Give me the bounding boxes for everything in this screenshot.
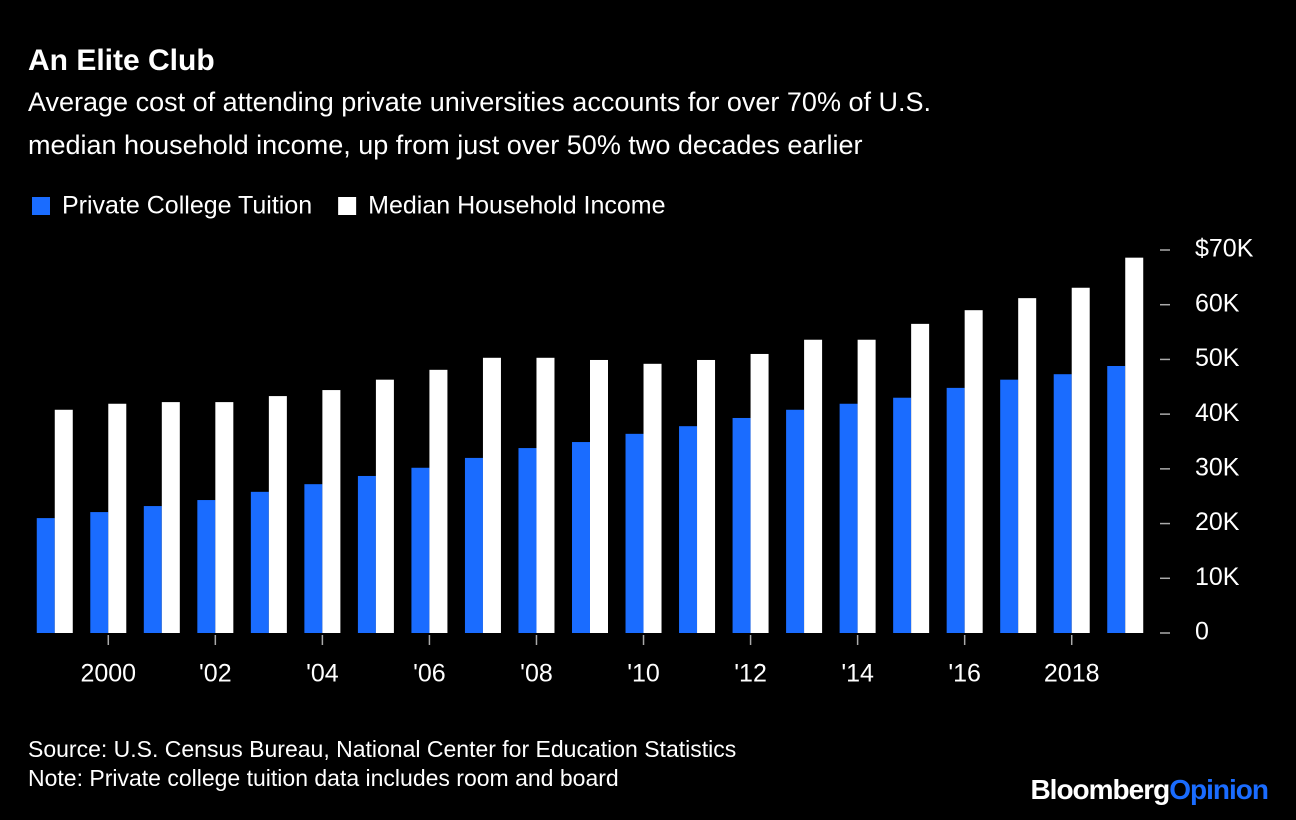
bar xyxy=(304,484,323,633)
x-tick-label: '16 xyxy=(948,660,981,688)
legend-label: Median Household Income xyxy=(368,192,665,220)
x-tick-label: '04 xyxy=(306,660,339,688)
brand: Bloomberg xyxy=(1030,774,1169,805)
bar xyxy=(857,339,876,633)
bar xyxy=(54,409,73,633)
bar xyxy=(464,457,483,633)
bar xyxy=(1107,365,1126,633)
bar xyxy=(786,409,805,633)
x-tick-label: 2000 xyxy=(80,660,136,688)
bar xyxy=(679,426,698,633)
bar xyxy=(108,403,127,633)
x-tick-label: '06 xyxy=(413,660,446,688)
bar xyxy=(946,387,965,633)
bar xyxy=(697,359,716,633)
x-tick-label: 2018 xyxy=(1044,660,1100,688)
y-tick-label: $70K xyxy=(1195,235,1254,263)
bar xyxy=(643,363,662,633)
chart-subtitle: Average cost of attending private univer… xyxy=(28,87,931,117)
bar xyxy=(536,357,555,633)
bar xyxy=(893,397,912,633)
y-tick-label: 40K xyxy=(1195,399,1240,427)
bar xyxy=(36,518,55,633)
bar xyxy=(518,448,537,633)
bar xyxy=(161,402,180,633)
y-tick-label: 50K xyxy=(1195,344,1240,372)
bar xyxy=(1000,379,1019,633)
bar xyxy=(1125,257,1144,633)
bar xyxy=(375,379,394,633)
y-tick-label: 60K xyxy=(1195,289,1240,317)
bar xyxy=(357,475,376,633)
bar xyxy=(750,353,769,633)
bar xyxy=(590,359,608,633)
bar xyxy=(250,491,269,633)
brand-suffix: Opinion xyxy=(1169,774,1268,805)
y-tick-label: 10K xyxy=(1195,563,1240,591)
bar xyxy=(804,339,823,633)
x-tick-label: '10 xyxy=(627,660,660,688)
source: Source: U.S. Census Bureau, National Cen… xyxy=(28,736,736,762)
brand-logo: BloombergOpinion xyxy=(1030,774,1268,805)
note: Note: Private college tuition data inclu… xyxy=(28,765,619,791)
bar xyxy=(964,310,983,633)
bar xyxy=(268,396,287,633)
bar xyxy=(839,403,858,633)
bar xyxy=(322,390,341,633)
x-tick-label: '14 xyxy=(841,660,874,688)
bar xyxy=(572,442,590,633)
bar xyxy=(625,433,644,633)
chart-title: An Elite Club xyxy=(28,44,215,77)
bar xyxy=(732,417,751,633)
y-tick-label: 30K xyxy=(1195,453,1240,481)
bar xyxy=(1053,374,1072,633)
legend-swatch xyxy=(338,197,357,215)
legend-swatch xyxy=(32,197,50,215)
bar xyxy=(482,357,501,633)
bar xyxy=(411,467,430,633)
bar xyxy=(143,506,162,633)
bar xyxy=(90,512,109,633)
bar xyxy=(911,323,930,633)
y-tick-label: 20K xyxy=(1195,508,1240,536)
bar xyxy=(1018,298,1037,633)
bar xyxy=(215,402,234,633)
x-tick-label: '02 xyxy=(199,660,232,688)
bar xyxy=(429,369,448,633)
bar xyxy=(1071,287,1090,633)
legend-label: Private College Tuition xyxy=(62,192,312,220)
x-tick-label: '08 xyxy=(520,660,553,688)
y-tick-label: 0 xyxy=(1195,618,1209,646)
chart-subtitle: median household income, up from just ov… xyxy=(28,130,862,160)
bar xyxy=(197,500,216,633)
x-tick-label: '12 xyxy=(734,660,767,688)
